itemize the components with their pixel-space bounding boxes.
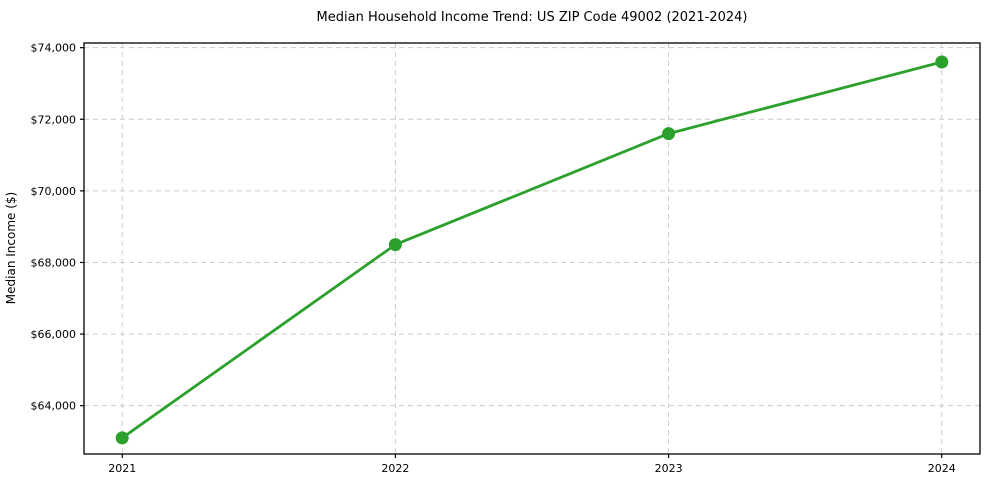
x-tick-label: 2024 [928,462,956,475]
chart-title: Median Household Income Trend: US ZIP Co… [317,10,748,25]
y-tick-label: $66,000 [31,328,77,341]
x-tick-label: 2021 [108,462,136,475]
y-tick-label: $68,000 [31,256,77,269]
y-tick-label: $70,000 [31,185,77,198]
series-layer [115,55,949,445]
y-tick-label: $74,000 [31,42,77,55]
data-line [120,60,944,440]
grid-layer [84,43,980,454]
data-point-marker [935,55,949,69]
x-tick-label: 2023 [655,462,683,475]
y-tick-label: $72,000 [31,113,77,126]
data-point-marker [115,431,129,445]
data-point-marker [662,127,676,141]
x-tick-label: 2022 [381,462,409,475]
tick-layer: $64,000 $66,000 $68,000 $70,000 $72,000 $74,0… [31,42,956,475]
data-point-marker [388,238,402,252]
y-tick-label: $64,000 [31,400,77,413]
plot-border [83,42,981,455]
y-axis-label: Median Income ($) [4,192,18,304]
